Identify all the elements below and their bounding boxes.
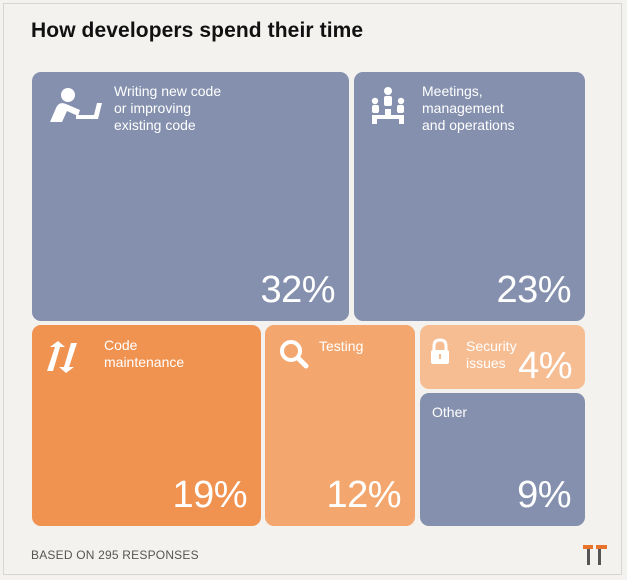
tile-label: Code maintenance [104, 337, 185, 370]
tile-value: 12% [326, 474, 401, 516]
padlock-icon [429, 338, 451, 371]
tile-testing: Testing 12% [265, 325, 415, 526]
meeting-presentation-icon [370, 87, 406, 130]
tile-security-issues: Security issues 4% [420, 325, 585, 389]
footer-note: BASED ON 295 RESPONSES [31, 548, 199, 562]
refresh-arrows-icon [44, 341, 80, 378]
tile-label: Writing new code or improving existing c… [114, 83, 222, 133]
chart-title: How developers spend their time [31, 19, 364, 42]
tile-value: 4% [518, 345, 572, 387]
tile-label: Security issues [466, 338, 517, 371]
chart-frame [3, 3, 622, 575]
magnifier-icon [279, 339, 309, 374]
tile-meetings: Meetings, management and operations 23% [354, 72, 585, 321]
tile-label: Other [432, 404, 468, 420]
developer-at-laptop-icon [46, 86, 104, 131]
tile-value: 9% [517, 474, 571, 516]
tile-value: 32% [260, 269, 335, 311]
tile-value: 19% [172, 474, 247, 516]
tile-other: Other 9% [420, 393, 585, 526]
tile-label: Meetings, management and operations [422, 83, 515, 133]
tile-code-maintenance: Code maintenance 19% [32, 325, 261, 526]
tile-writing-code: Writing new code or improving existing c… [32, 72, 349, 321]
tile-label: Testing [319, 338, 364, 354]
brand-logo-icon [583, 545, 607, 570]
tile-value: 23% [496, 269, 571, 311]
